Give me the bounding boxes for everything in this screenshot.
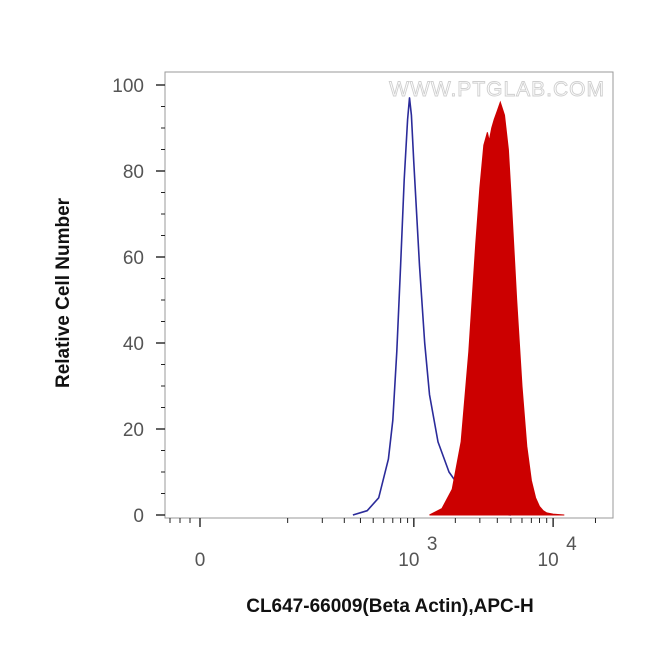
x-tick-label: 0 — [195, 550, 206, 571]
y-tick-label: 100 — [112, 76, 144, 97]
y-tick-label: 80 — [123, 162, 144, 183]
x-tick-label: 10 — [398, 550, 419, 571]
plot-frame — [164, 71, 614, 519]
x-tick-label: 10 — [538, 550, 559, 571]
x-tick-exponent: 4 — [566, 534, 577, 555]
series-1-area — [429, 100, 565, 516]
y-tick-label: 40 — [123, 334, 144, 355]
y-tick-label: 20 — [123, 420, 144, 441]
y-tick-label: 60 — [123, 248, 144, 269]
x-tick-exponent: 3 — [427, 534, 438, 555]
y-tick-label: 0 — [133, 506, 144, 527]
y-axis-title: Relative Cell Number — [53, 197, 74, 388]
watermark-text: WWW.PTGLAB.COM — [389, 78, 605, 101]
x-axis-title: CL647-66009(Beta Actin),APC-H — [246, 596, 534, 617]
